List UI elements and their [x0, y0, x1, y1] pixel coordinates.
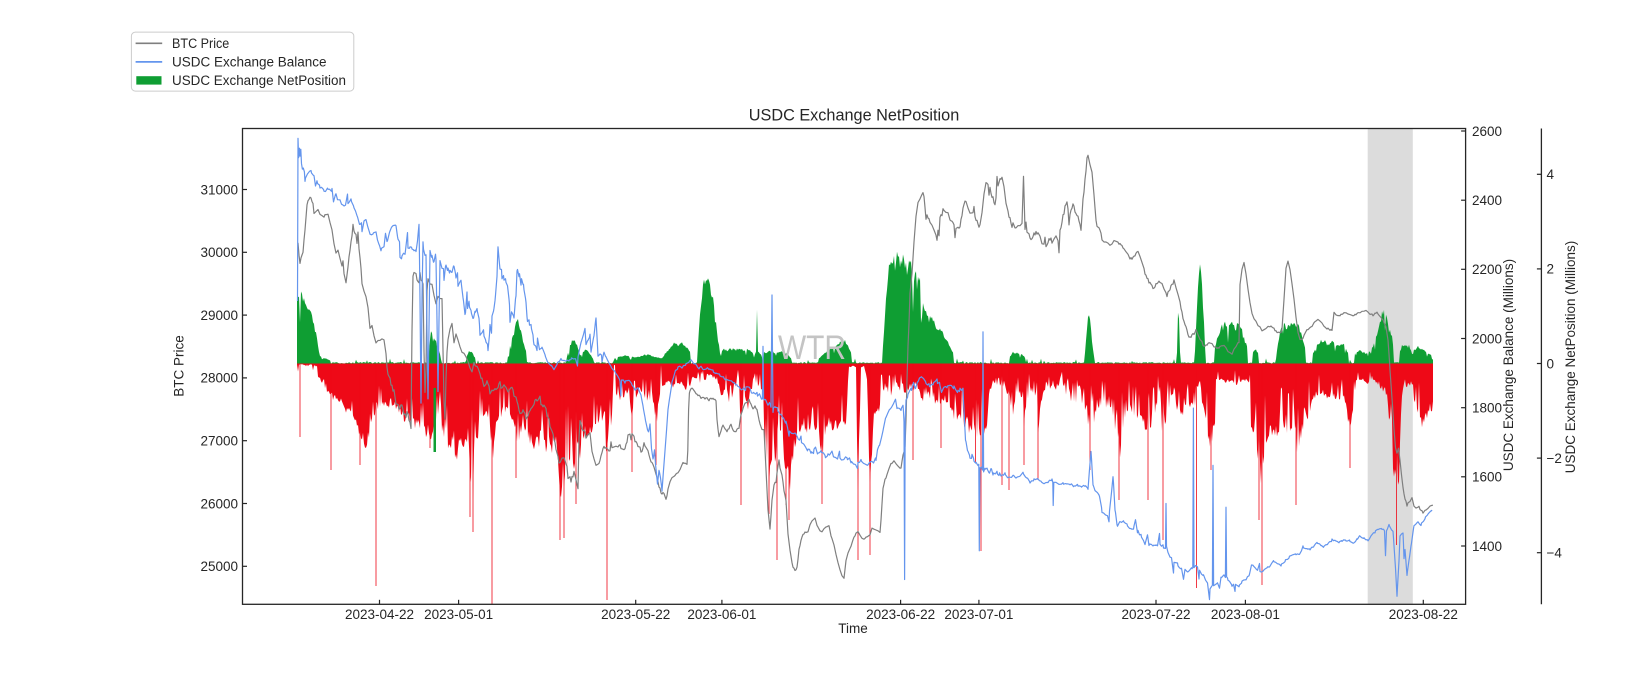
svg-text:2400: 2400	[1472, 193, 1502, 208]
svg-text:1800: 1800	[1472, 401, 1502, 416]
svg-text:1600: 1600	[1472, 470, 1502, 485]
svg-text:1400: 1400	[1472, 539, 1502, 554]
svg-text:2023-04-22: 2023-04-22	[345, 607, 414, 622]
svg-text:2023-05-22: 2023-05-22	[601, 607, 670, 622]
svg-text:2023-07-01: 2023-07-01	[944, 607, 1013, 622]
svg-text:25000: 25000	[200, 559, 238, 574]
svg-text:−4: −4	[1547, 546, 1563, 561]
svg-text:2023-06-22: 2023-06-22	[866, 607, 935, 622]
svg-text:26000: 26000	[200, 496, 238, 511]
svg-text:30000: 30000	[200, 245, 238, 260]
svg-text:2200: 2200	[1472, 262, 1502, 277]
svg-text:29000: 29000	[200, 308, 238, 323]
svg-text:2600: 2600	[1472, 124, 1502, 139]
svg-text:2000: 2000	[1472, 331, 1502, 346]
svg-text:2023-08-22: 2023-08-22	[1389, 607, 1458, 622]
svg-text:28000: 28000	[200, 371, 238, 386]
svg-text:2023-05-01: 2023-05-01	[424, 607, 493, 622]
svg-text:USDC Exchange NetPosition (Mil: USDC Exchange NetPosition (Millions)	[1563, 241, 1578, 474]
svg-text:2023-08-01: 2023-08-01	[1211, 607, 1280, 622]
svg-text:27000: 27000	[200, 434, 238, 449]
svg-text:4: 4	[1547, 167, 1555, 182]
svg-text:Time: Time	[838, 621, 868, 636]
svg-text:USDC Exchange Balance (Million: USDC Exchange Balance (Millions)	[1501, 259, 1516, 471]
svg-text:2023-06-01: 2023-06-01	[687, 607, 756, 622]
svg-text:BTC Price: BTC Price	[172, 335, 187, 397]
svg-text:USDC Exchange NetPosition: USDC Exchange NetPosition	[749, 107, 960, 125]
svg-text:2: 2	[1547, 262, 1555, 277]
svg-text:BTC Price: BTC Price	[172, 36, 229, 51]
svg-text:−2: −2	[1547, 451, 1562, 466]
svg-text:WTR: WTR	[778, 329, 846, 367]
svg-text:USDC Exchange Balance: USDC Exchange Balance	[172, 55, 327, 70]
svg-text:0: 0	[1547, 356, 1555, 371]
svg-text:2023-07-22: 2023-07-22	[1121, 607, 1190, 622]
svg-text:USDC Exchange NetPosition: USDC Exchange NetPosition	[172, 73, 346, 88]
svg-text:31000: 31000	[200, 182, 238, 197]
